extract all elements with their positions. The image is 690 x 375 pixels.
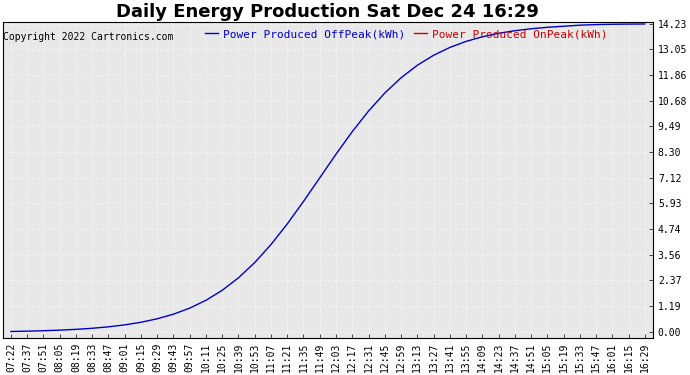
Title: Daily Energy Production Sat Dec 24 16:29: Daily Energy Production Sat Dec 24 16:29 <box>117 3 540 21</box>
Text: Copyright 2022 Cartronics.com: Copyright 2022 Cartronics.com <box>3 32 174 42</box>
Legend: Power Produced OffPeak(kWh), Power Produced OnPeak(kWh): Power Produced OffPeak(kWh), Power Produ… <box>200 25 611 44</box>
